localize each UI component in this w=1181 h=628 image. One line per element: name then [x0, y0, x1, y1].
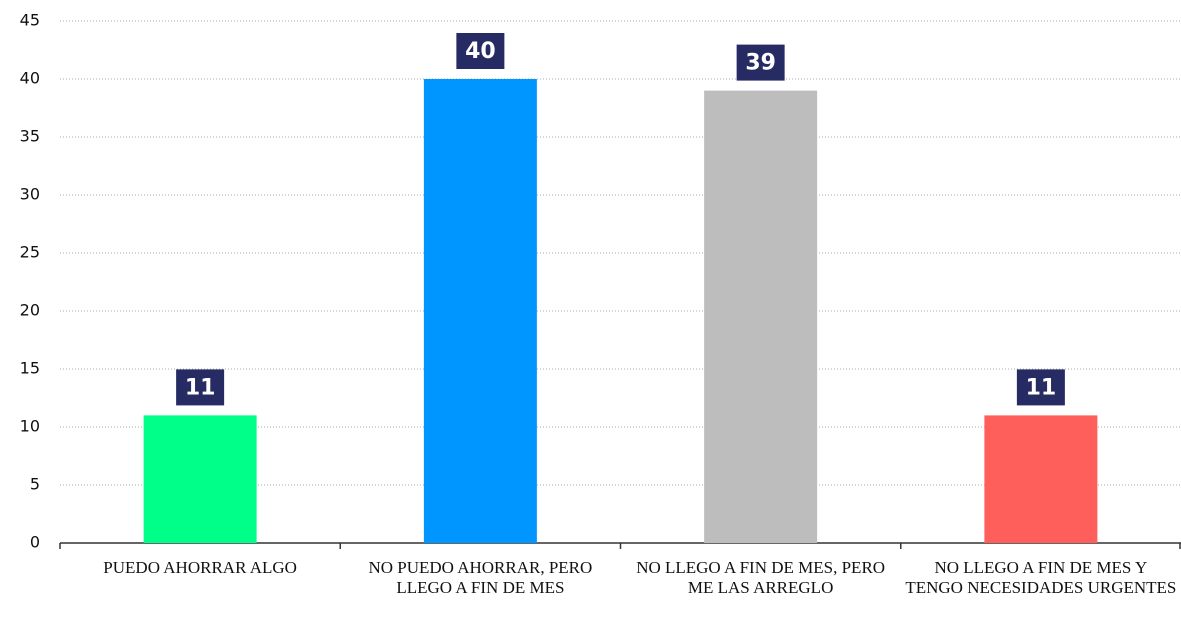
data-label: 40	[465, 39, 496, 64]
y-tick-label: 0	[30, 533, 40, 552]
y-tick-label: 25	[20, 243, 40, 262]
bar	[704, 90, 818, 543]
bar	[143, 415, 257, 543]
y-tick-label: 30	[20, 185, 40, 204]
y-tick-label: 35	[20, 127, 40, 146]
data-label: 39	[745, 51, 776, 76]
y-tick-label: 40	[20, 69, 40, 88]
data-label-box	[176, 369, 225, 406]
y-tick-label: 45	[20, 11, 40, 30]
y-tick-label: 20	[20, 301, 40, 320]
bar	[984, 415, 1098, 543]
y-tick-label: 5	[30, 475, 40, 494]
x-tick-label: PUEDO AHORRAR ALGO	[103, 558, 297, 577]
x-tick-label: NO LLEGO A FIN DE MES, PERO ME LAS ARREG…	[636, 558, 886, 597]
bar	[423, 79, 537, 543]
y-tick-label: 15	[20, 359, 40, 378]
data-label-box	[456, 33, 505, 69]
data-label-box	[1016, 369, 1065, 406]
y-tick-label: 10	[20, 417, 40, 436]
x-tick-label: NO LLEGO A FIN DE MES Y TENGO NECESIDADE…	[905, 558, 1177, 597]
data-label-box	[736, 44, 785, 81]
data-label: 11	[1026, 375, 1057, 400]
data-label: 11	[185, 375, 216, 400]
x-tick-label: NO PUEDO AHORRAR, PERO LLEGO A FIN DE ME…	[368, 558, 593, 597]
